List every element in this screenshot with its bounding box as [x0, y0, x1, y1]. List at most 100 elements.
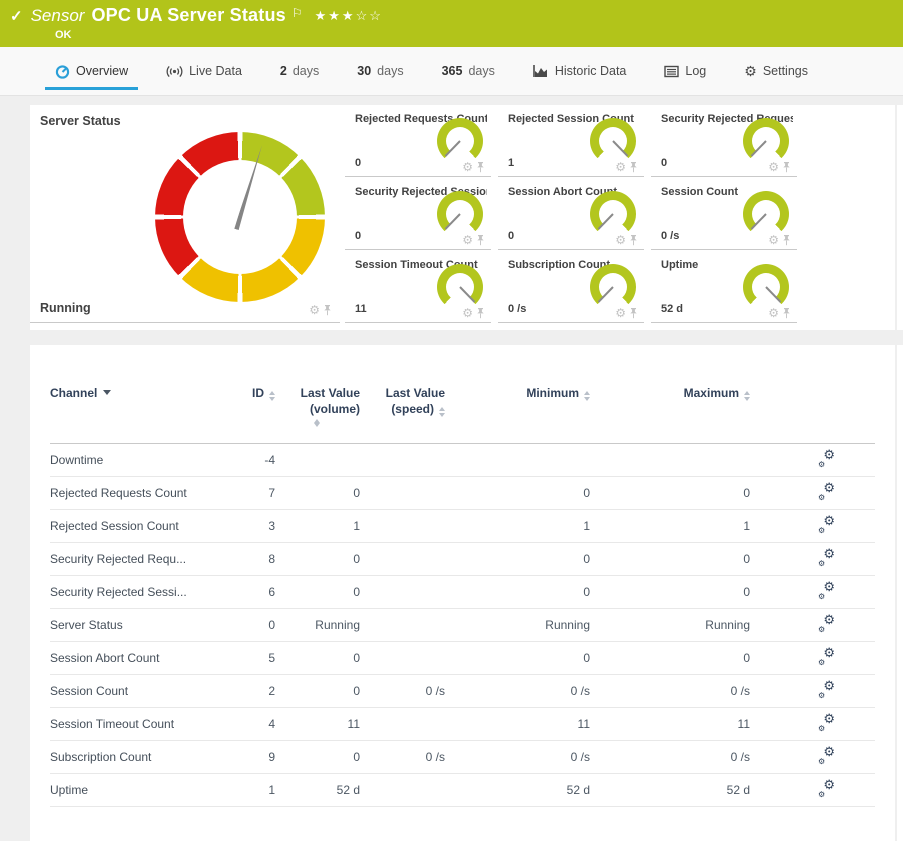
channel-min-cell [445, 444, 590, 477]
mini-gauge-tile: Session Abort Count 0 ⚙ [498, 178, 644, 250]
channel-row[interactable]: Rejected Requests Count 7 0 0 0 ⚙ ⚙ [50, 477, 875, 510]
channel-id-cell: 9 [268, 750, 275, 765]
pin-icon[interactable] [476, 161, 485, 173]
overview-gauges-card: Server Status Running ⚙ Rejected Request… [30, 105, 895, 330]
mini-gauge-tile: Security Rejected Session Co... 0 ⚙ [345, 178, 491, 250]
channel-volume-cell: 0 [353, 651, 360, 666]
column-header-maximum[interactable]: Maximum [590, 371, 750, 444]
channel-row[interactable]: Security Rejected Requ... 8 0 0 0 ⚙ ⚙ [50, 543, 875, 576]
chart-icon [533, 65, 547, 77]
pin-icon[interactable] [323, 304, 332, 316]
flag-icon[interactable]: ⚐ [291, 6, 303, 20]
channel-min-cell: 1 [583, 519, 590, 534]
tab-settings[interactable]: ⚙ Settings [744, 63, 808, 79]
mini-gauge-tile: Uptime 52 d ⚙ [651, 251, 797, 323]
tab-365-days[interactable]: 365 days [441, 64, 495, 78]
channel-speed-cell [360, 477, 445, 510]
channel-volume-cell: 0 [353, 585, 360, 600]
gear-icon[interactable]: ⚙ [462, 160, 473, 174]
channel-settings-gears-icon[interactable]: ⚙ ⚙ [818, 512, 835, 535]
pin-icon[interactable] [782, 234, 791, 246]
channel-speed-cell: 0 /s [425, 750, 445, 765]
channel-name-cell: Security Rejected Sessi... [50, 585, 187, 600]
channel-settings-gears-icon[interactable]: ⚙ ⚙ [818, 545, 835, 568]
tab-historic-data[interactable]: Historic Data [533, 47, 626, 95]
column-header-last-value-volume[interactable]: Last Value (volume) [275, 371, 360, 444]
channel-settings-gears-icon[interactable]: ⚙ ⚙ [818, 710, 835, 733]
pin-icon[interactable] [476, 234, 485, 246]
tile-value: 1 [508, 157, 515, 169]
tab-2-days[interactable]: 2 days [279, 64, 320, 78]
gear-icon[interactable]: ⚙ [768, 306, 779, 320]
mini-gauge-tile: Subscription Count 0 /s ⚙ [498, 251, 644, 323]
channel-row[interactable]: Security Rejected Sessi... 6 0 0 0 ⚙ ⚙ [50, 576, 875, 609]
channel-min-cell: Running [545, 618, 590, 633]
channel-row[interactable]: Subscription Count 9 0 0 /s 0 /s 0 /s ⚙ ⚙ [50, 741, 875, 774]
tab-bar: Overview Live Data 2 days 30 days 365 da… [0, 47, 903, 96]
channel-row[interactable]: Session Count 2 0 0 /s 0 /s 0 /s ⚙ ⚙ [50, 675, 875, 708]
pin-icon[interactable] [782, 307, 791, 319]
channel-speed-cell [360, 609, 445, 642]
gear-icon[interactable]: ⚙ [462, 233, 473, 247]
channel-id-cell: 6 [268, 585, 275, 600]
tab-live-data[interactable]: Live Data [166, 47, 242, 95]
channel-settings-gears-icon[interactable]: ⚙ ⚙ [818, 776, 835, 799]
channel-row[interactable]: Server Status 0 Running Running Running … [50, 609, 875, 642]
gear-icon[interactable]: ⚙ [768, 160, 779, 174]
channel-settings-gears-icon[interactable]: ⚙ ⚙ [818, 578, 835, 601]
channel-row[interactable]: Rejected Session Count 3 1 1 1 ⚙ ⚙ [50, 510, 875, 543]
channel-max-cell: 0 [743, 651, 750, 666]
channel-settings-gears-icon[interactable]: ⚙ ⚙ [818, 644, 835, 667]
pin-icon[interactable] [629, 234, 638, 246]
sensor-type-label: Sensor [30, 5, 85, 25]
channels-table: Channel ID Last Value (volume) Last Valu… [50, 371, 875, 807]
channel-settings-gears-icon[interactable]: ⚙ ⚙ [818, 446, 835, 469]
tab-log[interactable]: Log [664, 47, 706, 95]
channel-id-cell: 1 [268, 783, 275, 798]
main-gauge-needle [134, 111, 346, 323]
tab-30-days[interactable]: 30 days [357, 64, 404, 78]
channels-table-card: Channel ID Last Value (volume) Last Valu… [30, 345, 895, 841]
pin-icon[interactable] [782, 161, 791, 173]
gear-icon[interactable]: ⚙ [309, 303, 320, 317]
channel-row[interactable]: Session Timeout Count 4 11 11 11 ⚙ ⚙ [50, 708, 875, 741]
column-header-last-value-speed[interactable]: Last Value (speed) [385, 386, 445, 418]
tile-value: 0 /s [508, 303, 527, 315]
column-header-id[interactable]: ID [230, 371, 275, 444]
channel-row[interactable]: Uptime 1 52 d 52 d 52 d ⚙ ⚙ [50, 774, 875, 807]
broadcast-icon [166, 65, 183, 77]
channel-row[interactable]: Session Abort Count 5 0 0 0 ⚙ ⚙ [50, 642, 875, 675]
mini-gauge [743, 191, 789, 237]
gear-icon[interactable]: ⚙ [768, 233, 779, 247]
channel-settings-gears-icon[interactable]: ⚙ ⚙ [818, 479, 835, 502]
channel-name-cell: Server Status [50, 618, 123, 633]
server-status-gauge [155, 132, 325, 302]
channel-id-cell: -4 [264, 453, 275, 468]
mini-gauge [437, 191, 483, 237]
channel-volume-cell: 52 d [336, 783, 360, 798]
channel-row[interactable]: Downtime -4 ⚙ ⚙ [50, 444, 875, 477]
channel-speed-cell [360, 510, 445, 543]
pin-icon[interactable] [629, 161, 638, 173]
mini-gauge-tile: Session Count 0 /s ⚙ [651, 178, 797, 250]
channel-id-cell: 0 [268, 618, 275, 633]
channel-settings-gears-icon[interactable]: ⚙ ⚙ [818, 677, 835, 700]
channel-settings-gears-icon[interactable]: ⚙ ⚙ [818, 743, 835, 766]
rating-stars[interactable]: ★★★☆☆ [314, 7, 383, 23]
channel-settings-gears-icon[interactable]: ⚙ ⚙ [818, 611, 835, 634]
gear-icon[interactable]: ⚙ [462, 306, 473, 320]
gear-icon[interactable]: ⚙ [615, 160, 626, 174]
column-header-channel[interactable]: Channel [50, 371, 230, 444]
pin-icon[interactable] [476, 307, 485, 319]
tile-title: Session Abort Count [508, 186, 617, 198]
gear-icon: ⚙ [744, 63, 757, 79]
mini-gauge-needle [444, 140, 461, 157]
pin-icon[interactable] [629, 307, 638, 319]
tab-overview[interactable]: Overview [44, 47, 139, 95]
gear-icon[interactable]: ⚙ [615, 306, 626, 320]
cutoff-panel-sliver [897, 105, 903, 330]
column-header-minimum[interactable]: Minimum [445, 371, 590, 444]
tile-title: Session Count [661, 186, 739, 198]
tile-value: 52 d [661, 303, 684, 315]
gear-icon[interactable]: ⚙ [615, 233, 626, 247]
